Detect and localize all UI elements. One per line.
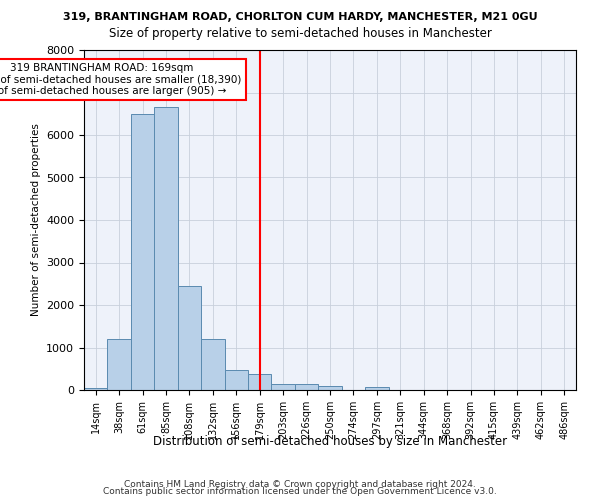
Y-axis label: Number of semi-detached properties: Number of semi-detached properties [31, 124, 41, 316]
Bar [131, 114, 154, 390]
Bar [365, 387, 389, 390]
Bar [248, 374, 271, 390]
Text: 319, BRANTINGHAM ROAD, CHORLTON CUM HARDY, MANCHESTER, M21 0GU: 319, BRANTINGHAM ROAD, CHORLTON CUM HARD… [62, 12, 538, 22]
Bar [224, 370, 248, 390]
Text: Distribution of semi-detached houses by size in Manchester: Distribution of semi-detached houses by … [153, 435, 507, 448]
Bar [107, 339, 131, 390]
Bar [271, 384, 295, 390]
Bar [201, 339, 224, 390]
Bar [318, 386, 342, 390]
Text: Size of property relative to semi-detached houses in Manchester: Size of property relative to semi-detach… [109, 28, 491, 40]
Text: 319 BRANTINGHAM ROAD: 169sqm
← 95% of semi-detached houses are smaller (18,390)
: 319 BRANTINGHAM ROAD: 169sqm ← 95% of se… [0, 62, 242, 96]
Bar [178, 286, 201, 390]
Bar [84, 388, 107, 390]
Bar [295, 384, 318, 390]
Text: Contains HM Land Registry data © Crown copyright and database right 2024.: Contains HM Land Registry data © Crown c… [124, 480, 476, 489]
Text: Contains public sector information licensed under the Open Government Licence v3: Contains public sector information licen… [103, 488, 497, 496]
Bar [154, 108, 178, 390]
